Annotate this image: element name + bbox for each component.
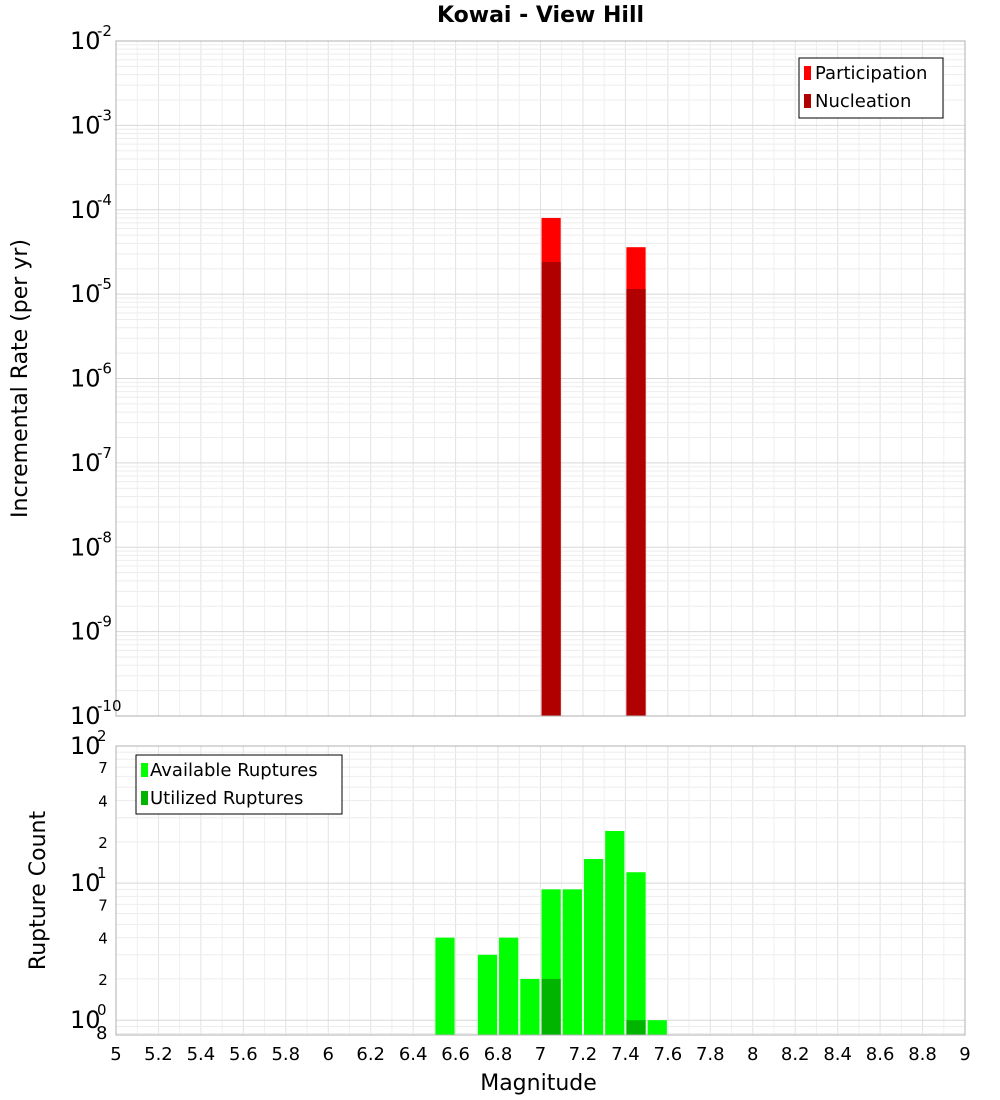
x-tick-label: 8	[747, 1044, 758, 1065]
x-tick-label: 8.8	[908, 1044, 937, 1065]
top-y-axis-label: Incremental Rate (per yr)	[8, 239, 33, 518]
bar-available-ruptures-1	[477, 954, 498, 1035]
bottom-y-tick-label-exponent: 0	[97, 1001, 107, 1019]
bottom-y-tick-label-exponent: 1	[97, 864, 107, 882]
bottom-plot-border	[115, 745, 966, 1036]
x-tick-label: 5.8	[271, 1044, 300, 1065]
top-y-tick-label-exponent: -8	[97, 528, 112, 546]
x-tick-label: 6.8	[484, 1044, 513, 1065]
legend-swatch-nucleation	[804, 94, 811, 108]
legend-label-available-ruptures: Available Ruptures	[150, 760, 318, 781]
top-y-tick-label-base: 10	[70, 196, 101, 224]
top-y-tick-label-base: 10	[70, 111, 101, 139]
top-y-tick-label-base: 10	[70, 702, 101, 730]
legend-label-utilized-ruptures: Utilized Ruptures	[150, 788, 303, 809]
bottom-y-minor-tick-label: 4	[98, 793, 108, 811]
x-tick-label: 8.6	[866, 1044, 895, 1065]
x-tick-label: 6.2	[356, 1044, 385, 1065]
bar-available-ruptures-2	[499, 937, 519, 1035]
bar-nucleation-0	[541, 262, 561, 716]
x-tick-label: 7.2	[569, 1044, 598, 1065]
bottom-y-minor-tick-label: 7	[98, 759, 108, 777]
x-tick-label: 7.8	[696, 1044, 725, 1065]
legend-swatch-available-ruptures	[141, 763, 148, 777]
top-plot-border	[115, 40, 966, 717]
x-tick-label: 7	[535, 1044, 546, 1065]
bottom-y-minor-tick-label: 2	[98, 834, 108, 852]
top-y-tick-label-base: 10	[70, 533, 101, 561]
bottom-y-tick-label-base: 10	[70, 869, 101, 897]
top-y-tick-label-base: 10	[70, 280, 101, 308]
chart-title: Kowai - View Hill	[437, 3, 644, 28]
bar-available-ruptures-6	[583, 858, 604, 1035]
x-tick-label: 5	[110, 1044, 121, 1065]
bar-available-ruptures-3	[520, 978, 540, 1035]
x-tick-label: 7.4	[611, 1044, 640, 1065]
x-tick-label: 6	[323, 1044, 334, 1065]
x-axis-label: Magnitude	[480, 1071, 597, 1096]
x-tick-label: 6.4	[399, 1044, 428, 1065]
bar-utilized-ruptures-0	[541, 978, 561, 1035]
top-legend-box	[798, 57, 944, 119]
x-tick-label: 5.4	[187, 1044, 216, 1065]
top-y-tick-label-exponent: -5	[97, 275, 112, 293]
bottom-y-axis-label: Rupture Count	[26, 811, 51, 971]
bar-available-ruptures-7	[605, 830, 625, 1035]
bar-utilized-ruptures-1	[626, 1020, 646, 1035]
top-y-tick-label-exponent: -10	[97, 697, 122, 715]
bar-available-ruptures-9	[647, 1020, 667, 1035]
top-y-tick-label-exponent: -2	[97, 22, 112, 40]
top-y-tick-label-base: 10	[70, 27, 101, 55]
top-y-tick-label-exponent: -6	[97, 360, 112, 378]
x-tick-label: 9	[959, 1044, 970, 1065]
bottom-y-tick-label-exponent: 2	[97, 727, 107, 745]
bottom-y-minor-tick-label: 2	[98, 971, 108, 989]
bottom-y-minor-tick-label: 4	[98, 930, 108, 948]
legend-swatch-utilized-ruptures	[141, 791, 148, 805]
top-y-tick-label-exponent: -9	[97, 613, 112, 631]
bar-available-ruptures-8	[626, 872, 646, 1035]
x-tick-label: 5.2	[144, 1044, 173, 1065]
top-y-tick-label-exponent: -7	[97, 444, 112, 462]
top-y-tick-label-exponent: -4	[97, 191, 112, 209]
x-tick-label: 8.2	[781, 1044, 810, 1065]
legend-label-nucleation: Nucleation	[815, 91, 911, 112]
legend-label-participation: Participation	[815, 63, 927, 84]
x-tick-label: 8.4	[823, 1044, 852, 1065]
bottom-y-tick-label-base: 10	[70, 732, 101, 760]
bar-available-ruptures-5	[562, 889, 582, 1035]
bottom-legend-box	[135, 754, 343, 815]
bottom-y-tick-label-extra: 8	[96, 1023, 107, 1044]
bottom-y-minor-tick-label: 7	[98, 896, 108, 914]
bottom-y-tick-label-base: 10	[70, 1006, 101, 1034]
x-tick-label: 5.6	[229, 1044, 258, 1065]
top-y-tick-label-exponent: -3	[97, 106, 112, 124]
legend-swatch-participation	[804, 66, 811, 80]
x-tick-label: 6.6	[441, 1044, 470, 1065]
bar-nucleation-1	[626, 289, 646, 716]
x-tick-label: 7.6	[654, 1044, 683, 1065]
top-y-tick-label-base: 10	[70, 365, 101, 393]
bar-available-ruptures-0	[435, 937, 455, 1035]
top-y-tick-label-base: 10	[70, 449, 101, 477]
top-y-tick-label-base: 10	[70, 618, 101, 646]
